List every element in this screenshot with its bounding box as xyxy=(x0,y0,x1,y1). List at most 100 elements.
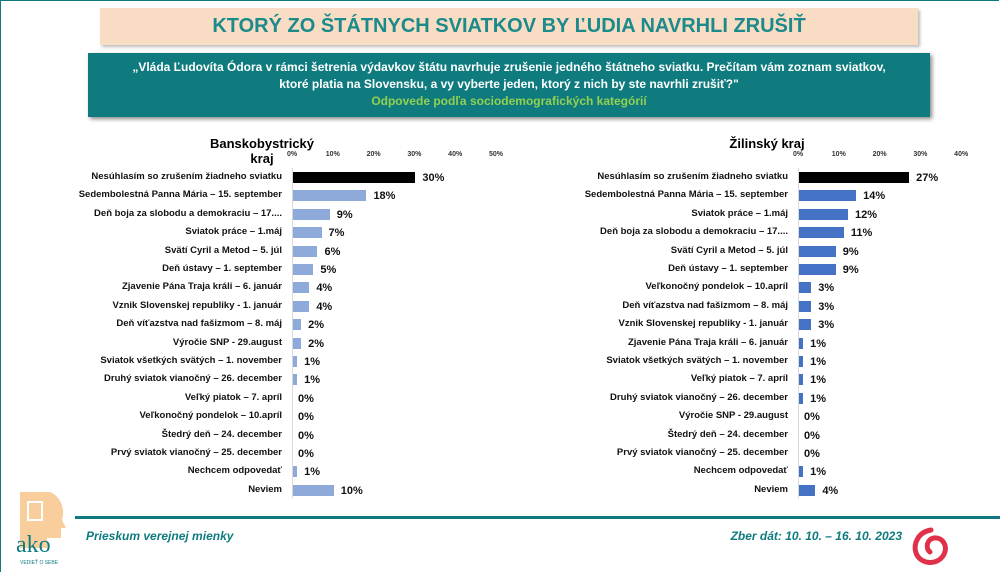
data-label: 1% xyxy=(304,356,320,368)
bar xyxy=(799,337,804,349)
data-label: 1% xyxy=(810,392,826,405)
data-label: 18% xyxy=(373,190,396,203)
category-label: Sviatok všetkých svätých – 1. november xyxy=(100,355,282,366)
axis-tick-label: 0% xyxy=(286,151,298,158)
category-label: Nesúhlasím so zrušením žiadneho sviatku xyxy=(597,171,788,182)
category-label: Deň víťazstva nad fašizmom – 8. máj xyxy=(116,318,282,330)
axis-tick-label: 40% xyxy=(954,151,969,158)
value-axis-line xyxy=(798,168,799,498)
axis-tick-label: 10% xyxy=(831,151,846,158)
category-label: Zjavenie Pána Traja králi – 6. január xyxy=(121,281,282,293)
data-label: 0% xyxy=(804,448,820,460)
data-label: 9% xyxy=(842,245,859,258)
data-label: 0% xyxy=(298,429,314,442)
data-label: 4% xyxy=(316,282,333,295)
category-label: Nechcem odpovedať xyxy=(693,465,788,477)
footer-date: Zber dát: 10. 10. – 16. 10. 2023 xyxy=(730,529,902,543)
bar xyxy=(799,300,812,312)
svg-text:ako: ako xyxy=(16,532,51,558)
chart-title: Žilinský kraj xyxy=(729,136,805,151)
bar xyxy=(293,466,298,478)
bar xyxy=(293,245,318,257)
category-label: Druhý sviatok vianočný – 26. december xyxy=(610,391,788,403)
axis-tick-label: 0% xyxy=(792,151,804,158)
category-label: Výročie SNP - 29.august xyxy=(172,336,282,348)
bar xyxy=(799,264,836,275)
svg-text:VEDIEŤ O SEBE: VEDIEŤ O SEBE xyxy=(20,558,59,566)
bar xyxy=(799,392,804,404)
category-label: Sviatok všetkých svätých – 1. november xyxy=(606,355,788,366)
bar xyxy=(799,282,812,294)
bar xyxy=(799,172,910,183)
bar xyxy=(799,356,804,367)
bar xyxy=(293,374,298,386)
bar xyxy=(293,337,302,349)
footer-survey-label: Prieskum verejnej mienky xyxy=(86,529,234,543)
data-label: 4% xyxy=(822,484,839,497)
partner-spiral-logo xyxy=(912,527,948,565)
category-label: Sviatok práce – 1.máj xyxy=(185,226,282,238)
category-label: Deň ústavy – 1. september xyxy=(668,263,788,274)
data-label: 0% xyxy=(804,429,820,442)
category-label: Svätí Cyril a Metod – 5. júl xyxy=(670,244,788,256)
bar xyxy=(799,466,804,478)
bar xyxy=(293,190,367,202)
data-label: 0% xyxy=(298,411,314,424)
bar xyxy=(293,172,416,183)
category-label: Veľký piatok – 7. apríl xyxy=(690,373,788,385)
category-label: Sedembolestná Panna Mária – 15. septembe… xyxy=(78,189,282,201)
ako-logo: ako VEDIEŤ O SEBE xyxy=(16,492,66,566)
axis-tick-label: 20% xyxy=(366,151,381,158)
bar xyxy=(293,300,310,312)
category-label: Deň boja za slobodu a demokraciu – 17...… xyxy=(600,226,788,238)
bar xyxy=(293,319,302,331)
data-label: 10% xyxy=(340,484,363,497)
category-label: Veľkonočný pondelok – 10.apríl xyxy=(139,410,282,422)
category-label: Nesúhlasím so zrušením žiadneho sviatku xyxy=(91,171,282,182)
data-label: 0% xyxy=(804,411,820,424)
category-label: Výročie SNP - 29.august xyxy=(678,410,788,422)
category-label: Veľký piatok – 7. apríl xyxy=(184,391,282,403)
category-label: Štedrý deň – 24. december xyxy=(161,428,282,440)
data-label: 3% xyxy=(818,282,835,295)
question-subtitle: Odpovede podľa sociodemografických kateg… xyxy=(371,94,647,108)
axis-tick-label: 50% xyxy=(488,151,504,158)
data-label: 1% xyxy=(810,337,826,350)
data-label: 14% xyxy=(863,190,886,203)
data-label: 7% xyxy=(328,227,345,240)
data-label: 2% xyxy=(308,337,325,350)
value-axis-line xyxy=(292,168,293,498)
axis-tick-label: 30% xyxy=(407,151,422,158)
category-label: Deň ústavy – 1. september xyxy=(162,263,282,274)
question-text: „Vláda Ľudovíta Ódora v rámci šetrenia v… xyxy=(132,60,886,91)
category-label: Veľkonočný pondelok – 10.apríl xyxy=(645,281,788,293)
category-label: Neviem xyxy=(754,483,788,495)
data-label: 9% xyxy=(336,208,353,221)
chart-title: Banskobystrický kraj xyxy=(209,136,315,166)
data-label: 30% xyxy=(422,172,445,184)
category-label: Zjavenie Pána Traja králi – 6. január xyxy=(627,336,788,348)
data-label: 1% xyxy=(810,466,826,479)
footer-divider xyxy=(75,516,1000,519)
bar xyxy=(799,227,844,239)
bar xyxy=(799,245,836,257)
bar xyxy=(799,319,812,331)
data-label: 4% xyxy=(316,300,333,313)
data-label: 0% xyxy=(298,448,314,460)
bar xyxy=(799,208,848,220)
data-label: 27% xyxy=(916,172,939,184)
bar xyxy=(799,190,857,202)
data-label: 5% xyxy=(320,264,337,276)
bar xyxy=(293,282,310,294)
category-label: Vznik Slovenskej republiky - 1. január xyxy=(618,318,788,330)
data-label: 3% xyxy=(818,319,835,332)
page-title: KTORÝ ZO ŠTÁTNYCH SVIATKOV BY ĽUDIA NAVR… xyxy=(100,8,918,45)
data-label: 1% xyxy=(810,374,826,387)
category-label: Prvý sviatok vianočný – 25. december xyxy=(110,447,282,458)
category-label: Svätí Cyril a Metod – 5. júl xyxy=(164,244,282,256)
category-label: Druhý sviatok vianočný – 26. december xyxy=(104,373,282,385)
axis-tick-label: 10% xyxy=(325,151,340,158)
axis-tick-label: 30% xyxy=(913,151,928,158)
bar xyxy=(799,374,804,386)
